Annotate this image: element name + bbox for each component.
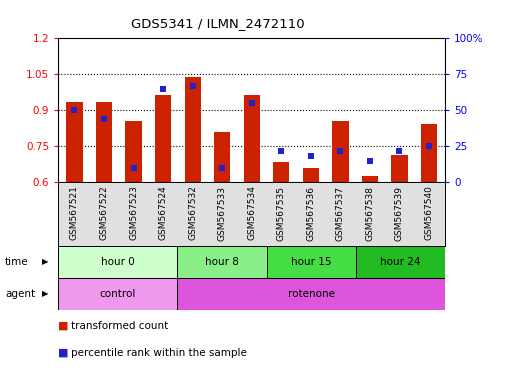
Text: control: control xyxy=(99,288,136,299)
Text: ■: ■ xyxy=(58,348,69,358)
Bar xyxy=(184,77,200,182)
Point xyxy=(159,86,167,92)
Bar xyxy=(243,95,260,182)
Bar xyxy=(58,278,177,310)
Text: GSM567535: GSM567535 xyxy=(276,185,285,240)
Point xyxy=(129,165,137,171)
Text: agent: agent xyxy=(5,288,35,299)
Text: hour 15: hour 15 xyxy=(290,257,331,267)
Bar xyxy=(125,121,141,182)
Text: hour 0: hour 0 xyxy=(100,257,134,267)
Text: GSM567521: GSM567521 xyxy=(70,185,79,240)
Bar xyxy=(420,124,436,182)
Point xyxy=(365,158,373,164)
Text: rotenone: rotenone xyxy=(287,288,334,299)
Text: GSM567523: GSM567523 xyxy=(129,185,138,240)
Text: GSM567522: GSM567522 xyxy=(99,185,108,240)
Text: GSM567539: GSM567539 xyxy=(394,185,403,240)
Text: GSM567538: GSM567538 xyxy=(365,185,374,240)
Bar xyxy=(66,102,82,182)
Bar xyxy=(355,246,444,278)
Bar xyxy=(58,246,177,278)
Text: hour 24: hour 24 xyxy=(380,257,420,267)
Text: hour 8: hour 8 xyxy=(205,257,238,267)
Point xyxy=(336,147,344,154)
Point xyxy=(306,153,314,160)
Point xyxy=(100,116,108,122)
Text: GSM567534: GSM567534 xyxy=(247,185,256,240)
Text: time: time xyxy=(5,257,29,267)
Bar xyxy=(177,246,266,278)
Point xyxy=(277,147,285,154)
Point xyxy=(70,107,78,114)
Point xyxy=(218,165,226,171)
Bar xyxy=(273,162,289,182)
Text: GSM567532: GSM567532 xyxy=(188,185,197,240)
Text: GSM567524: GSM567524 xyxy=(158,185,167,240)
Bar xyxy=(266,246,355,278)
Bar xyxy=(95,102,112,182)
Text: GSM567540: GSM567540 xyxy=(424,185,433,240)
Bar xyxy=(214,132,230,182)
Bar xyxy=(302,168,318,182)
Bar xyxy=(177,278,444,310)
Bar xyxy=(390,155,407,182)
Text: GSM567533: GSM567533 xyxy=(217,185,226,240)
Text: ▶: ▶ xyxy=(42,257,48,266)
Text: ■: ■ xyxy=(58,321,69,331)
Text: GSM567536: GSM567536 xyxy=(306,185,315,240)
Point xyxy=(247,100,255,106)
Text: percentile rank within the sample: percentile rank within the sample xyxy=(71,348,246,358)
Text: transformed count: transformed count xyxy=(71,321,168,331)
Text: GSM567537: GSM567537 xyxy=(335,185,344,240)
Point xyxy=(394,147,402,154)
Text: GDS5341 / ILMN_2472110: GDS5341 / ILMN_2472110 xyxy=(130,17,304,30)
Point xyxy=(424,143,432,149)
Bar xyxy=(332,121,348,182)
Text: ▶: ▶ xyxy=(42,289,48,298)
Bar xyxy=(155,95,171,182)
Point xyxy=(188,83,196,89)
Bar xyxy=(361,176,377,182)
